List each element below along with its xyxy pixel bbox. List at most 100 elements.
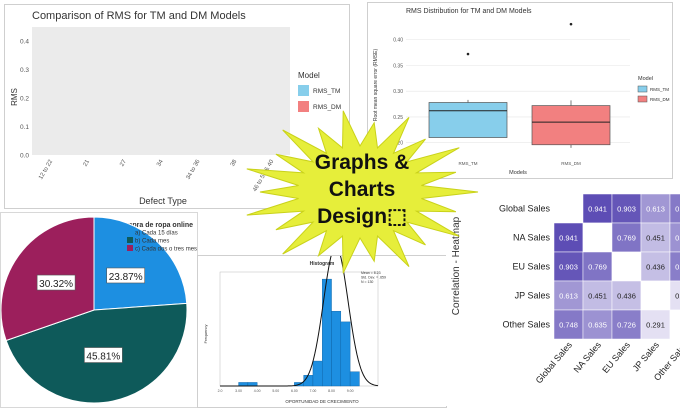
slice-label-box: [106, 267, 145, 284]
legend-label: a) Cada 15 días: [135, 231, 178, 237]
legend-swatch: [637, 85, 648, 93]
normal-curve: [220, 256, 379, 387]
x-tick-label: 34: [156, 158, 165, 167]
histogram-bar: [340, 321, 351, 387]
cell-value: 0.613: [559, 292, 578, 301]
cell-value: 0.726: [675, 263, 680, 272]
x-tick-label: 38: [230, 158, 239, 167]
rms-bar-chart-panel: Comparison of RMS for TM and DM Models 0…: [4, 4, 350, 209]
histogram-panel: Histogram 2.0 3.00 4.00 5.00 6.00 7.00 8.00 9.0…: [197, 255, 447, 408]
y-tick-label: 0.1: [20, 124, 29, 131]
chart-title: RMS Distribution for TM and DM Models: [406, 8, 532, 15]
legend-swatch: [298, 101, 309, 112]
pie-slice: [93, 216, 188, 311]
plot-background: [32, 27, 290, 155]
slice-label-box: [36, 274, 76, 291]
cell-value: 0.451: [588, 292, 607, 301]
row-label: Other Sales: [502, 320, 550, 330]
x-tick-label: 7.00: [310, 389, 317, 393]
stat-text: Std. Dev. = .659: [361, 276, 386, 280]
y-tick-label: 0.0: [20, 153, 29, 160]
x-tick-label: RMS_DM: [561, 161, 581, 166]
rms-box-plot: RMS Distribution for TM and DM Models 0.…: [373, 8, 670, 176]
box: [531, 105, 611, 146]
purchase-frequency-pie-chart: Frecuencia de compra de ropa online 23.8…: [1, 216, 197, 404]
cell-value: 0.903: [617, 205, 636, 214]
slice-label: 30.32%: [39, 279, 73, 290]
rms-bar-chart: Comparison of RMS for TM and DM Models 0…: [10, 10, 341, 206]
chart-title: Comparison of RMS for TM and DM Models: [32, 10, 246, 22]
histogram-bar: [349, 371, 360, 387]
legend-swatch: [127, 229, 133, 235]
y-axis-label: Correlation - Heatmap: [451, 216, 462, 315]
heatmap-cell: [553, 193, 584, 224]
heatmap-cell: [582, 251, 613, 282]
slice-label: 45.81%: [86, 352, 120, 363]
y-tick-label: 0.20: [393, 141, 403, 147]
y-tick-label: 0.40: [393, 38, 403, 44]
box: [428, 102, 508, 138]
cell-value: 0.769: [617, 234, 636, 243]
x-axis-label: Models: [509, 170, 527, 176]
y-axis-label: Root mean square error (RMSE): [373, 49, 379, 122]
heatmap-cell: [611, 309, 642, 340]
cell-value: 0.635: [588, 321, 607, 330]
x-tick-label: 4.00: [254, 389, 261, 393]
heatmap-cell: [640, 280, 671, 311]
x-tick-label: 27: [119, 158, 128, 167]
x-tick-label: 3.00: [235, 389, 242, 393]
row-label: NA Sales: [513, 233, 551, 243]
heatmap-cell: [669, 193, 680, 224]
cell-value: 0.291: [675, 292, 680, 301]
x-tick-label: 21: [82, 158, 91, 167]
legend-swatch: [637, 95, 648, 103]
cell-value: 0.748: [675, 205, 680, 214]
y-tick-label: 0.25: [393, 115, 403, 121]
heatmap-cell: [582, 280, 613, 311]
cell-value: 0.436: [617, 292, 636, 301]
legend-swatch: [298, 85, 309, 96]
legend-title: Model: [638, 76, 653, 82]
heatmap-cell: [553, 280, 584, 311]
y-axis-label: RMS: [10, 88, 19, 106]
cell-value: 0.436: [646, 263, 665, 272]
x-axis-label: Defect Type: [139, 196, 187, 206]
heatmap-cell: [582, 309, 613, 340]
outlier-point: [569, 22, 573, 26]
slice-label: 23.87%: [109, 272, 143, 283]
heatmap-cell: [669, 222, 680, 253]
y-tick-label: 0.2: [20, 96, 29, 103]
cell-value: 0.726: [617, 321, 636, 330]
heatmap-panel: Correlation - Heatmap 0.941 0.903 0.613 0.7…: [446, 182, 680, 406]
heatmap-cell: [611, 222, 642, 253]
heatmap-cell: [611, 280, 642, 311]
slice-label-box: [84, 347, 123, 363]
heatmap-cell: [611, 251, 642, 282]
x-tick-label: 9.00: [347, 389, 354, 393]
legend-label: b) Cada mes: [135, 239, 169, 245]
legend-title: Model: [298, 71, 320, 80]
cell-value: 0.291: [646, 321, 665, 330]
banner-line-1: Graphs &: [315, 151, 410, 174]
x-tick-label: 2.0: [218, 389, 223, 393]
y-tick-label: 0.3: [20, 67, 29, 74]
pie-chart-panel: Frecuencia de compra de ropa online 23.8…: [0, 212, 198, 408]
x-tick-label: 8.00: [328, 389, 335, 393]
chart-title: Histogram: [310, 261, 335, 267]
row-label: EU Sales: [512, 262, 550, 272]
banner-line-3: Design⬚: [317, 205, 407, 228]
stat-text: Mean = 8.23: [361, 271, 381, 275]
cell-value: 0.769: [588, 263, 607, 272]
starburst-shape: [246, 110, 479, 274]
cell-value: 0.613: [646, 205, 665, 214]
growth-histogram: Histogram 2.0 3.00 4.00 5.00 6.00 7.00 8.00 9.0…: [203, 256, 386, 404]
legend-label: RMS_DM: [313, 104, 341, 111]
correlation-heatmap: Correlation - Heatmap 0.941 0.903 0.613 0.7…: [451, 193, 680, 385]
legend-swatch: [127, 245, 133, 251]
rms-box-plot-panel: RMS Distribution for TM and DM Models 0.…: [367, 2, 673, 179]
heatmap-cell: [669, 309, 680, 340]
heatmap-cell: [553, 309, 584, 340]
cell-value: 0.903: [559, 263, 578, 272]
heatmap-cell: [553, 251, 584, 282]
